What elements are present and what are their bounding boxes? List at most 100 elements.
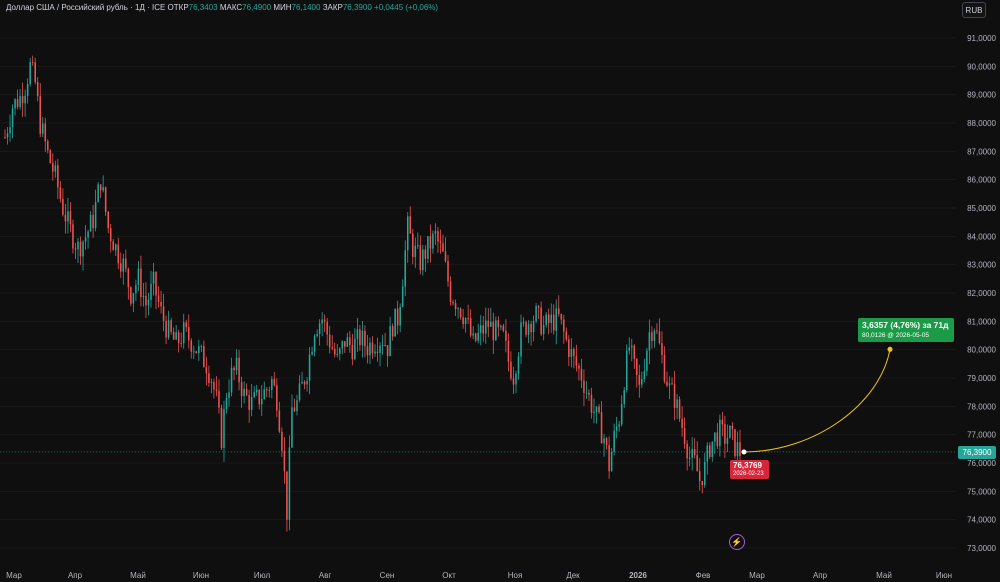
- candle-body: [145, 295, 147, 306]
- candle-body: [479, 325, 482, 333]
- x-tick-label: Апр: [813, 571, 828, 580]
- projection-change: 3,6357 (4,76%) за 71д: [862, 320, 949, 330]
- candle-body: [386, 345, 389, 357]
- candle-body: [663, 354, 666, 382]
- candle-body: [220, 407, 223, 449]
- candle-body: [180, 343, 182, 345]
- candle-body: [47, 141, 49, 151]
- projection-target: 80,0126 @ 2026-05-05: [862, 332, 929, 339]
- current-price-tag: 76,3900: [958, 446, 996, 459]
- x-tick-label: Апр: [68, 571, 83, 580]
- candle-body: [120, 263, 122, 272]
- candle-body: [167, 320, 170, 338]
- candle-body: [620, 404, 623, 425]
- candle-body: [308, 354, 311, 381]
- candle-body: [411, 233, 414, 258]
- candle-body: [210, 381, 213, 383]
- candle-body: [31, 61, 34, 63]
- candle-body: [492, 321, 495, 341]
- high-value: 76,4900: [242, 3, 272, 12]
- candle-body: [641, 378, 643, 385]
- candle-body: [215, 389, 218, 391]
- candle-body: [185, 322, 188, 328]
- low-value: 76,1400: [291, 3, 321, 12]
- candle-body: [603, 438, 605, 444]
- candle-body: [648, 332, 651, 351]
- candle-body: [255, 389, 258, 393]
- candle-body: [661, 343, 663, 355]
- candle-body: [74, 248, 77, 250]
- candle-body: [268, 389, 271, 391]
- candle-body: [243, 388, 245, 397]
- y-tick-label: 79,0000: [967, 374, 996, 383]
- candle-body: [54, 165, 57, 172]
- candle-body: [69, 211, 72, 225]
- candle-body: [424, 249, 427, 259]
- candle-body: [225, 397, 228, 410]
- candle-body: [452, 301, 454, 304]
- candle-body: [691, 449, 693, 458]
- projection-start-dot[interactable]: [741, 449, 747, 455]
- candle-body: [527, 323, 530, 335]
- candle-body: [92, 214, 94, 229]
- candle-body: [303, 381, 306, 385]
- candle-body: [49, 150, 52, 163]
- y-tick-label: 88,0000: [967, 119, 996, 128]
- candle-body: [525, 322, 527, 335]
- candle-body: [218, 390, 220, 408]
- candle-body: [442, 243, 444, 252]
- lightning-icon[interactable]: ⚡: [729, 534, 745, 550]
- candle-body: [563, 319, 565, 332]
- candle-body: [668, 383, 671, 386]
- candle-body: [245, 388, 248, 396]
- y-tick-label: 80,0000: [967, 346, 996, 355]
- y-tick-label: 76,0000: [967, 459, 996, 468]
- candle-body: [72, 224, 74, 249]
- candle-body: [9, 127, 11, 134]
- candle-body: [449, 281, 452, 302]
- candle-body: [346, 337, 349, 347]
- candle-body: [590, 394, 593, 413]
- x-tick-label: Дек: [566, 571, 580, 580]
- candle-body: [711, 441, 714, 457]
- candle-body: [293, 407, 296, 412]
- candle-body: [678, 399, 681, 419]
- candle-body: [557, 308, 560, 314]
- candle-body: [633, 345, 636, 359]
- x-tick-label: Фев: [696, 571, 711, 580]
- candle-body: [152, 272, 155, 284]
- y-tick-label: 84,0000: [967, 232, 996, 241]
- instrument-title[interactable]: Доллар США / Российский рубль · 1Д · ICE: [6, 3, 166, 12]
- candle-body: [306, 380, 308, 385]
- candle-body: [165, 320, 167, 338]
- candle-body: [132, 293, 135, 304]
- candle-body: [195, 351, 198, 354]
- candle-body: [14, 99, 16, 109]
- candle-body: [512, 378, 515, 385]
- last-price-marker[interactable]: 76,3769 2026-02-23: [730, 460, 769, 479]
- candle-body: [200, 346, 203, 348]
- x-tick-label: Мар: [6, 571, 22, 580]
- candle-body: [351, 345, 354, 360]
- candle-body: [698, 471, 701, 482]
- candle-body: [130, 287, 132, 304]
- candle-body: [344, 341, 346, 347]
- candle-body: [82, 241, 84, 257]
- candle-body: [311, 351, 313, 355]
- candle-body: [271, 379, 273, 390]
- candle-body: [39, 96, 42, 134]
- candle-body: [462, 317, 464, 325]
- candle-body: [651, 332, 653, 341]
- last-price: 76,3769: [733, 461, 762, 470]
- projection-label[interactable]: 3,6357 (4,76%) за 71д 80,0126 @ 2026-05-…: [858, 318, 954, 342]
- candle-body: [414, 245, 417, 258]
- projection-end-dot[interactable]: [887, 346, 893, 352]
- x-tick-label: Окт: [442, 571, 456, 580]
- candle-body: [235, 357, 238, 371]
- candle-body: [283, 450, 286, 472]
- candle-body: [376, 351, 379, 353]
- y-tick-label: 75,0000: [967, 487, 996, 496]
- candle-body: [613, 430, 615, 452]
- currency-button[interactable]: RUB: [962, 2, 986, 18]
